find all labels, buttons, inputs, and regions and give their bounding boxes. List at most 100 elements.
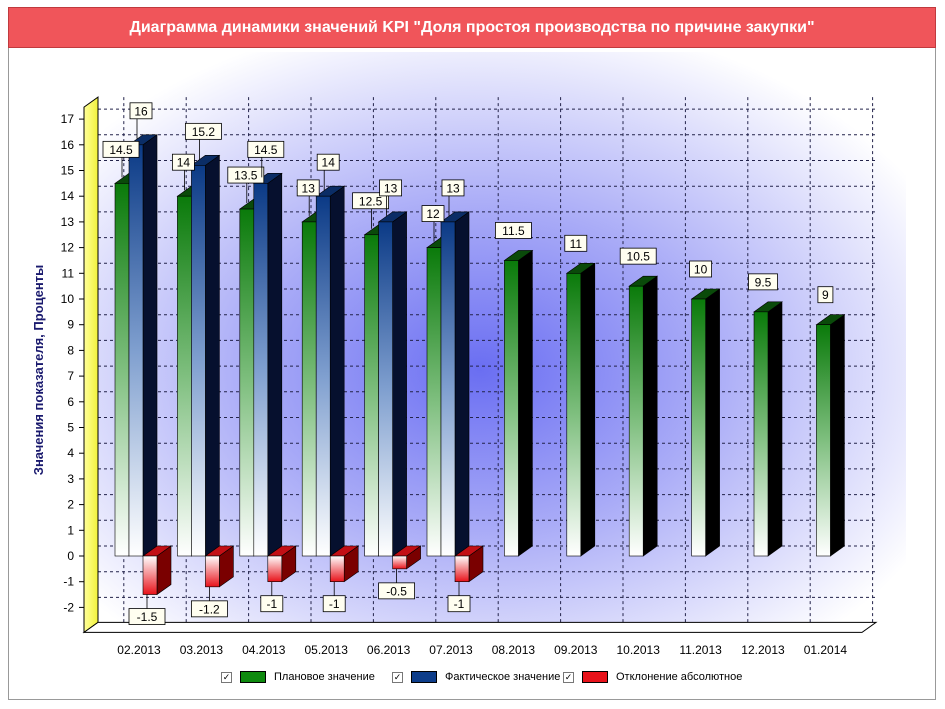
fact-bar [377, 211, 408, 557]
fact-value-label: 15.2 [184, 122, 222, 140]
legend-swatch-deviation [582, 671, 608, 683]
deviation-bar [142, 545, 172, 596]
legend-checkbox-deviation[interactable]: ✓ [563, 671, 574, 683]
y-tick-label: 13 [61, 215, 75, 229]
y-tick-label: 17 [61, 112, 75, 126]
y-axis-title: Значения показателя, Проценты [31, 265, 46, 475]
plan-value-label: 9 [817, 286, 834, 304]
deviation-bar [391, 545, 422, 570]
legend-swatch-fact [411, 671, 437, 683]
y-tick-label: 5 [67, 421, 74, 435]
svg-text:-1: -1 [329, 597, 340, 611]
x-tick-label: 05.2013 [305, 643, 349, 657]
legend-swatch-plan [240, 671, 266, 683]
x-tick-label: 04.2013 [242, 643, 286, 657]
fact-value-label: 16 [129, 102, 153, 120]
svg-text:12.5: 12.5 [359, 194, 383, 208]
legend-checkbox-plan[interactable]: ✓ [221, 671, 232, 683]
plan-value-label: 11 [564, 234, 588, 252]
legend-label-fact: Фактическое значение [445, 671, 561, 683]
deviation-bar [329, 545, 360, 583]
svg-text:10.5: 10.5 [627, 250, 651, 264]
legend-label-deviation: Отклонение абсолютное [616, 671, 743, 683]
svg-text:14: 14 [177, 156, 191, 170]
deviation-bar [204, 545, 235, 588]
fact-value-label: 13 [441, 179, 465, 197]
deviation-bar [266, 545, 297, 583]
svg-text:9: 9 [822, 288, 829, 302]
y-tick-label: 4 [67, 446, 74, 460]
x-tick-label: 12.2013 [741, 643, 785, 657]
fact-bar [190, 154, 221, 557]
deviation-bar [454, 545, 484, 583]
legend-label-plan: Плановое значение [274, 671, 375, 683]
svg-text:-1.2: -1.2 [199, 602, 220, 616]
svg-text:14.5: 14.5 [254, 143, 278, 157]
svg-text:9.5: 9.5 [755, 275, 772, 289]
svg-text:13: 13 [384, 181, 398, 195]
x-tick-label: 08.2013 [492, 643, 536, 657]
y-axis-wall [83, 96, 99, 634]
deviation-value-label: -0.5 [378, 582, 416, 600]
legend-item-fact[interactable]: ✓ Фактическое значение [392, 668, 560, 686]
fact-bar [252, 172, 283, 557]
legend-item-plan[interactable]: ✓ Плановое значение [221, 668, 375, 686]
fact-value-label: 13 [379, 179, 403, 197]
y-tick-label: 0 [67, 549, 74, 563]
y-tick-label: 8 [67, 343, 74, 357]
svg-text:-1.5: -1.5 [137, 610, 158, 624]
svg-text:14: 14 [322, 156, 336, 170]
chart-floor [82, 621, 878, 633]
x-tick-label: 02.2013 [117, 643, 161, 657]
svg-text:-0.5: -0.5 [386, 584, 407, 598]
y-tick-label: 15 [61, 164, 75, 178]
x-tick-label: 10.2013 [617, 643, 661, 657]
plan-bar [628, 275, 659, 557]
fact-bar [440, 211, 470, 557]
plan-value-label: 10.5 [619, 247, 657, 265]
deviation-value-label: -1.5 [128, 608, 166, 625]
svg-text:16: 16 [134, 104, 148, 118]
plan-value-label: 13.5 [227, 166, 265, 184]
x-tick-label: 09.2013 [554, 643, 598, 657]
svg-text:12: 12 [426, 207, 440, 221]
y-tick-label: 6 [67, 395, 74, 409]
svg-text:11.5: 11.5 [502, 224, 525, 238]
svg-text:14.5: 14.5 [109, 143, 133, 157]
x-tick-label: 07.2013 [429, 643, 473, 657]
x-tick-label: 03.2013 [180, 643, 224, 657]
plan-bar [815, 314, 846, 557]
fact-value-label: 14.5 [247, 140, 285, 158]
legend-item-deviation[interactable]: ✓ Отклонение абсолютное [563, 668, 742, 686]
plan-bar [503, 249, 534, 557]
y-tick-label: 1 [67, 523, 74, 537]
plan-bar [565, 262, 596, 557]
fact-value-label: 14 [316, 153, 340, 171]
x-tick-label: 11.2013 [679, 643, 722, 657]
y-tick-label: 7 [67, 369, 74, 383]
fact-bar [315, 185, 346, 557]
y-tick-label: 9 [67, 318, 74, 332]
legend-checkbox-fact[interactable]: ✓ [392, 671, 403, 683]
deviation-value-label: -1.2 [190, 600, 228, 618]
svg-text:13: 13 [446, 181, 460, 195]
plan-value-label: 9.5 [748, 273, 778, 291]
plan-value-label: 12 [421, 205, 445, 223]
svg-text:15.2: 15.2 [192, 125, 216, 139]
plan-value-label: 14 [171, 153, 195, 171]
y-tick-label: 14 [61, 189, 75, 203]
y-tick-label: 10 [61, 292, 75, 306]
svg-text:10: 10 [694, 263, 708, 277]
deviation-value-label: -1 [260, 595, 284, 613]
plan-value-label: 13 [296, 179, 320, 197]
y-tick-label: 2 [67, 498, 74, 512]
y-tick-label: 11 [62, 266, 75, 280]
plan-value-label: 14.5 [102, 140, 140, 158]
y-tick-label: -1 [63, 575, 74, 589]
svg-text:13.5: 13.5 [234, 169, 258, 183]
plan-bar [753, 301, 783, 557]
svg-text:-1: -1 [454, 597, 465, 611]
chart-title: Диаграмма динамики значений KPI "Доля пр… [8, 7, 936, 48]
deviation-value-label: -1 [322, 595, 346, 613]
